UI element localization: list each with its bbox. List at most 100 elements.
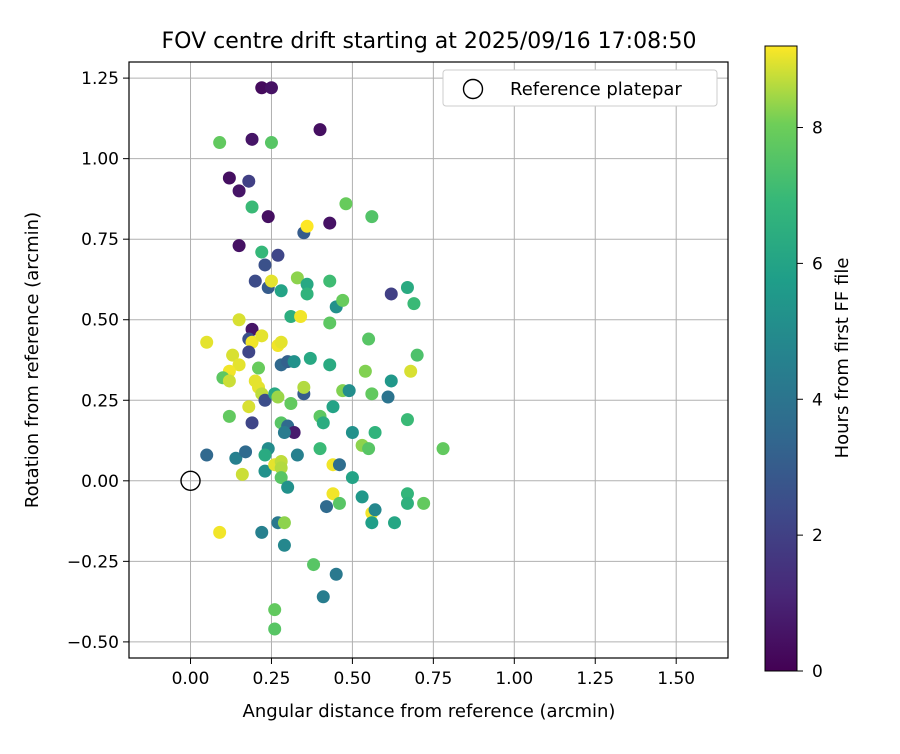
data-point — [232, 358, 246, 372]
data-point — [261, 210, 275, 224]
x-tick-label: 0.75 — [414, 669, 452, 689]
colorbar-label: Hours from first FF file — [832, 258, 853, 459]
data-point — [300, 287, 314, 301]
data-point — [271, 248, 285, 262]
data-point — [400, 413, 414, 427]
data-point — [355, 490, 369, 504]
data-point — [404, 364, 418, 378]
data-point — [297, 380, 311, 394]
data-point — [252, 361, 266, 375]
data-point — [290, 271, 304, 285]
data-point — [388, 516, 402, 530]
data-point — [274, 461, 288, 475]
data-point — [268, 622, 282, 636]
colorbar-ticks: 0 2 4 6 8 — [797, 119, 823, 682]
data-point — [258, 464, 272, 478]
data-point — [271, 390, 285, 404]
plot-area-frame — [128, 61, 729, 659]
x-tick-label: 0.00 — [172, 669, 210, 689]
data-point — [345, 471, 359, 485]
y-axis-label: Rotation from reference (arcmin) — [22, 212, 43, 508]
x-tick-label: 1.50 — [657, 669, 695, 689]
data-point — [365, 210, 379, 224]
data-point — [264, 136, 278, 150]
data-point — [258, 448, 272, 462]
y-tick-label: 0.00 — [81, 472, 119, 492]
data-point — [417, 496, 431, 510]
data-points — [180, 81, 450, 636]
data-point — [200, 335, 214, 349]
data-point — [264, 81, 278, 95]
data-point — [274, 284, 288, 298]
y-tick-label: 1.00 — [81, 150, 119, 170]
data-point — [332, 458, 346, 472]
data-point — [242, 174, 256, 188]
data-point — [400, 496, 414, 510]
legend-label-reference-platepar: Reference platepar — [510, 79, 682, 100]
data-point — [213, 525, 227, 539]
legend: Reference platepar — [442, 69, 718, 107]
data-point — [320, 500, 334, 514]
data-point — [326, 400, 340, 414]
data-point — [264, 274, 278, 288]
data-point — [362, 332, 376, 346]
data-point — [400, 281, 414, 295]
data-point — [274, 335, 288, 349]
x-tick-label: 1.00 — [495, 669, 533, 689]
x-tick-label: 0.50 — [333, 669, 371, 689]
data-point — [232, 239, 246, 253]
data-point — [400, 487, 414, 501]
data-point — [245, 416, 259, 430]
data-point — [365, 516, 379, 530]
y-tick-label: −0.50 — [67, 633, 119, 653]
x-tick-label: 0.25 — [253, 669, 291, 689]
data-point — [339, 197, 353, 211]
data-point — [290, 448, 304, 462]
data-point — [277, 516, 291, 530]
data-point — [242, 345, 256, 359]
data-point — [248, 274, 262, 288]
axis-ticks: 0.00 0.25 0.50 0.75 1.00 1.25 1.50 −0.50 −0.25 0.… — [67, 69, 695, 689]
data-point — [255, 245, 269, 259]
data-point — [323, 316, 337, 330]
data-point — [368, 425, 382, 439]
data-point — [358, 364, 372, 378]
data-point — [245, 132, 259, 146]
data-point — [326, 487, 340, 501]
reference-platepar-marker — [180, 470, 201, 492]
colorbar-tick-label: 6 — [812, 254, 823, 274]
data-point — [200, 448, 214, 462]
data-point — [232, 313, 246, 327]
data-point — [287, 425, 301, 439]
data-point — [407, 297, 421, 311]
data-point — [258, 258, 272, 272]
data-point — [222, 374, 236, 388]
data-point — [284, 310, 298, 324]
colorbar-tick-label: 0 — [812, 662, 823, 682]
data-point — [381, 390, 395, 404]
data-point — [294, 310, 308, 324]
data-point — [277, 538, 291, 552]
data-point — [255, 81, 269, 95]
data-point — [384, 374, 398, 388]
data-point — [342, 384, 356, 398]
data-point — [323, 358, 337, 372]
colorbar-gradient — [764, 45, 798, 672]
data-point — [300, 219, 314, 233]
data-point — [213, 136, 227, 150]
data-point — [235, 467, 249, 481]
data-point — [345, 425, 359, 439]
data-point — [255, 329, 269, 343]
data-point — [287, 355, 301, 369]
legend-frame — [442, 69, 718, 107]
y-tick-label: 0.75 — [81, 230, 119, 250]
data-point — [229, 451, 243, 465]
x-tick-label: 1.25 — [576, 669, 614, 689]
data-point — [303, 351, 317, 365]
data-point — [329, 567, 343, 581]
data-point — [255, 525, 269, 539]
x-axis-label: Angular distance from reference (arcmin) — [243, 701, 616, 722]
data-point — [281, 480, 295, 494]
